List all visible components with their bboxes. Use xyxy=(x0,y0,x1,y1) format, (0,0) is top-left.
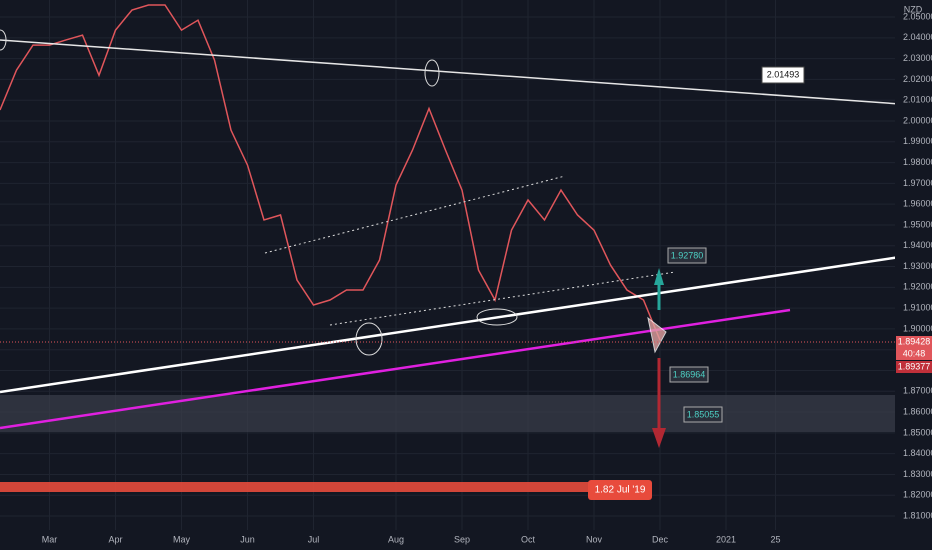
y-tick-label: 1.93000 xyxy=(903,261,932,271)
countdown: 40:48 xyxy=(903,348,926,358)
annotation: 1.92780 xyxy=(671,250,704,260)
annotation: 1.82 Jul '19 xyxy=(595,485,646,496)
x-tick-label: May xyxy=(173,534,191,544)
x-axis xyxy=(0,530,932,550)
y-tick-label: 1.92000 xyxy=(903,282,932,292)
channel-line xyxy=(329,271,676,326)
channel-line xyxy=(264,175,566,254)
price-tag xyxy=(896,336,932,348)
x-tick-label: Jun xyxy=(240,534,255,544)
annotation: 2.01493 xyxy=(767,69,800,79)
price-tag xyxy=(896,348,932,360)
annotation: 1.85055 xyxy=(687,409,720,419)
x-tick-label: 25 xyxy=(770,534,780,544)
y-tick-label: 2.01000 xyxy=(903,95,932,105)
y-tick-label: 2.00000 xyxy=(903,115,932,125)
zone xyxy=(0,395,895,432)
label-box xyxy=(683,406,723,423)
y-tick-label: 1.96000 xyxy=(903,199,932,209)
label-box xyxy=(761,66,805,84)
y-tick-label: 1.83000 xyxy=(903,469,932,479)
x-tick-label: Oct xyxy=(521,534,536,544)
plot xyxy=(0,4,661,341)
y-tick-label: 1.97000 xyxy=(903,178,932,188)
trendline xyxy=(0,255,901,394)
y-tick-label: 1.98000 xyxy=(903,157,932,167)
y-tick-label: 2.04000 xyxy=(903,32,932,42)
label-box xyxy=(669,366,709,383)
y-tick-label: 1.81000 xyxy=(903,510,932,520)
ellipse xyxy=(355,322,383,356)
last-price: 1.89428 xyxy=(898,336,931,346)
price-line xyxy=(0,4,661,341)
x-tick-label: Aug xyxy=(388,534,404,544)
y-tick-label: 1.87000 xyxy=(903,386,932,396)
annotation: 1.86964 xyxy=(673,369,706,379)
x-tick-label: Apr xyxy=(108,534,122,544)
label-box xyxy=(667,247,707,264)
y-tick-label: 1.91000 xyxy=(903,303,932,313)
price-tag xyxy=(896,361,932,373)
x-tick-label: Nov xyxy=(586,534,603,544)
y-axis xyxy=(895,0,932,550)
y-tick-label: 1.85000 xyxy=(903,427,932,437)
red-band xyxy=(0,482,650,492)
y-tick-label: 1.84000 xyxy=(903,448,932,458)
x-tick-label: 2021 xyxy=(716,534,736,544)
y-tick-label: 1.95000 xyxy=(903,219,932,229)
ellipse xyxy=(424,59,440,87)
trendline xyxy=(0,39,901,105)
arrowhead xyxy=(654,268,664,285)
label-box xyxy=(588,480,652,500)
arrowhead xyxy=(652,428,666,448)
y-tick-label: 1.94000 xyxy=(903,240,932,250)
y-tick-label: 1.86000 xyxy=(903,406,932,416)
x-tick-label: Mar xyxy=(42,534,58,544)
y-tick-label: 2.02000 xyxy=(903,74,932,84)
currency: NZD xyxy=(904,4,923,14)
ellipse xyxy=(0,29,7,51)
x-tick-label: Sep xyxy=(454,534,470,544)
y-tick-label: 2.05000 xyxy=(903,11,932,21)
y-tick-label: 1.99000 xyxy=(903,136,932,146)
bid-price: 1.89377 xyxy=(898,361,931,371)
y-tick-label: 1.82000 xyxy=(903,490,932,500)
x-tick-label: Jul xyxy=(308,534,320,544)
ellipse xyxy=(476,308,518,326)
axis-labels: 1.81000 1.82000 1.83000 1.84000 1.85000 1.860… xyxy=(42,11,932,544)
y-tick-label: 1.90000 xyxy=(903,323,932,333)
y-tick-label: 2.03000 xyxy=(903,53,932,63)
x-tick-label: Dec xyxy=(652,534,669,544)
